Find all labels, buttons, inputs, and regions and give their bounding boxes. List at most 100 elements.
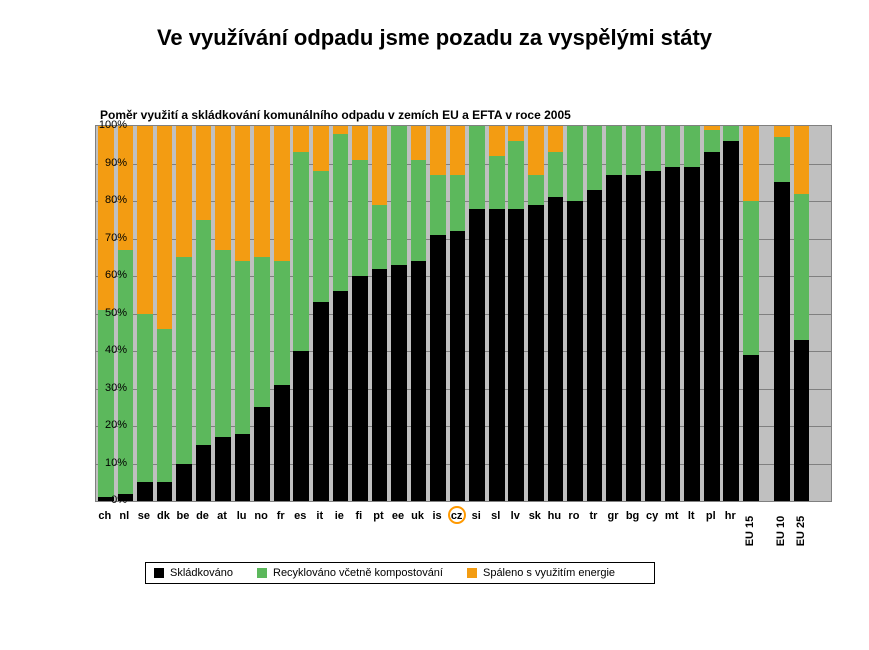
- legend-swatch-landfill: [154, 568, 164, 578]
- bar: [794, 126, 810, 501]
- seg-incinerated: [489, 126, 505, 156]
- seg-incinerated: [254, 126, 270, 257]
- bar: [430, 126, 446, 501]
- seg-landfill: [352, 276, 368, 501]
- bar: [157, 126, 173, 501]
- x-tick-label: is: [432, 510, 441, 522]
- bar-slot: [565, 126, 585, 501]
- seg-recycled: [645, 126, 661, 171]
- bar-slot: [174, 126, 194, 501]
- seg-landfill: [548, 197, 564, 501]
- x-tick-label: EU 15: [744, 516, 756, 547]
- x-tick-label: bg: [626, 510, 639, 522]
- seg-landfill: [391, 265, 407, 501]
- x-tick-label: pt: [373, 510, 383, 522]
- legend-label-recycled: Recyklováno včetně kompostování: [273, 567, 443, 579]
- bars-container: [96, 126, 831, 501]
- x-tick-label: ie: [335, 510, 344, 522]
- x-tick-label: cz: [451, 510, 463, 522]
- bar-slot: [311, 126, 331, 501]
- x-tick-label: uk: [411, 510, 424, 522]
- y-tick-label: 20%: [87, 419, 127, 431]
- seg-landfill: [450, 231, 466, 501]
- seg-incinerated: [274, 126, 290, 261]
- seg-landfill: [528, 205, 544, 501]
- seg-landfill: [794, 340, 810, 501]
- bar: [333, 126, 349, 501]
- seg-landfill: [704, 152, 720, 501]
- x-tick-label: lv: [511, 510, 520, 522]
- x-tick-label: ch: [98, 510, 111, 522]
- y-tick-label: 0%: [87, 494, 127, 506]
- x-tick-label: tr: [589, 510, 597, 522]
- seg-incinerated: [196, 126, 212, 220]
- seg-landfill: [293, 351, 309, 501]
- seg-recycled: [567, 126, 583, 201]
- seg-recycled: [450, 175, 466, 231]
- seg-landfill: [157, 482, 173, 501]
- seg-recycled: [333, 134, 349, 292]
- legend-swatch-inciner: [467, 568, 477, 578]
- bar-slot: [585, 126, 605, 501]
- seg-incinerated: [176, 126, 192, 257]
- x-tick-label: sk: [529, 510, 541, 522]
- x-tick-label: sl: [491, 510, 500, 522]
- seg-recycled: [626, 126, 642, 175]
- seg-recycled: [274, 261, 290, 385]
- seg-recycled: [391, 126, 407, 265]
- x-tick-label: gr: [608, 510, 619, 522]
- x-tick-label: es: [294, 510, 306, 522]
- bar: [254, 126, 270, 501]
- seg-incinerated: [372, 126, 388, 205]
- legend-label-inciner: Spáleno s využitím energie: [483, 567, 615, 579]
- seg-recycled: [743, 201, 759, 355]
- x-tick-label: at: [217, 510, 227, 522]
- bar: [645, 126, 661, 501]
- x-tick-label: si: [472, 510, 481, 522]
- x-tick-label: hu: [548, 510, 561, 522]
- x-tick-label: lu: [237, 510, 247, 522]
- bar: [723, 126, 739, 501]
- seg-landfill: [313, 302, 329, 501]
- y-tick-label: 90%: [87, 157, 127, 169]
- bar-slot: [722, 126, 742, 501]
- y-tick-label: 100%: [87, 119, 127, 131]
- seg-incinerated: [774, 126, 790, 137]
- seg-landfill: [774, 182, 790, 501]
- bar-slot: [155, 126, 175, 501]
- bar-slot: [409, 126, 429, 501]
- x-tick-label: ro: [568, 510, 579, 522]
- seg-recycled: [665, 126, 681, 167]
- seg-recycled: [313, 171, 329, 302]
- bar: [411, 126, 427, 501]
- seg-recycled: [411, 160, 427, 261]
- bar: [450, 126, 466, 501]
- seg-recycled: [235, 261, 251, 434]
- seg-recycled: [372, 205, 388, 269]
- seg-landfill: [411, 261, 427, 501]
- x-tick-label: pl: [706, 510, 716, 522]
- seg-recycled: [723, 126, 739, 141]
- seg-landfill: [684, 167, 700, 501]
- bar-slot: [291, 126, 311, 501]
- legend: Skládkováno Recyklováno včetně kompostov…: [145, 562, 655, 584]
- bar-slot: [272, 126, 292, 501]
- seg-incinerated: [137, 126, 153, 314]
- bar-slot: [467, 126, 487, 501]
- bar: [606, 126, 622, 501]
- x-tick-label: ee: [392, 510, 404, 522]
- bar-slot: [331, 126, 351, 501]
- chart-plot-area: [95, 125, 832, 502]
- seg-incinerated: [743, 126, 759, 201]
- bar: [352, 126, 368, 501]
- y-tick-label: 30%: [87, 382, 127, 394]
- seg-landfill: [508, 209, 524, 502]
- seg-recycled: [293, 152, 309, 351]
- x-tick-label: mt: [665, 510, 678, 522]
- bar-slot: [428, 126, 448, 501]
- seg-incinerated: [704, 126, 720, 130]
- bar-slot: [604, 126, 624, 501]
- seg-landfill: [567, 201, 583, 501]
- seg-incinerated: [313, 126, 329, 171]
- legend-swatch-recycled: [257, 568, 267, 578]
